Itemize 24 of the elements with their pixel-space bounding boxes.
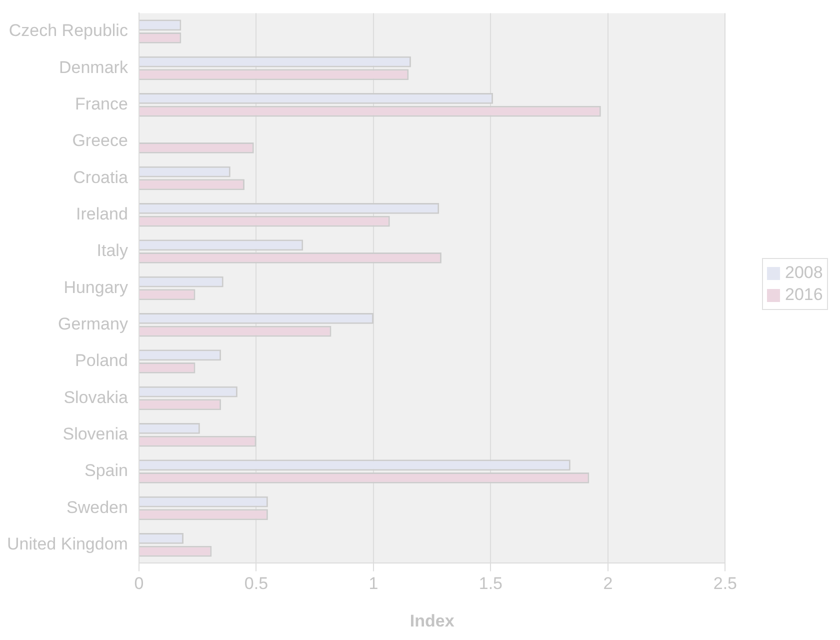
y-tick-label: Germany — [58, 314, 128, 334]
y-tick-label: Sweden — [66, 498, 128, 517]
y-tick-label: Slovenia — [62, 424, 128, 444]
x-tick-label: 0.5 — [244, 574, 268, 594]
x-tick-label: 2 — [603, 574, 613, 594]
y-tick-label: Poland — [75, 351, 128, 370]
y-tick-label: Italy — [96, 241, 128, 260]
y-tick-label: Spain — [84, 461, 128, 480]
y-tick-label: Greece — [72, 131, 128, 150]
legend-label: 2008 — [785, 262, 823, 284]
legend-label: 2016 — [785, 284, 823, 306]
y-tick-label: Czech Republic — [8, 21, 128, 40]
y-tick-label: Hungary — [64, 278, 128, 297]
x-axis-title: Index — [410, 611, 455, 630]
x-tick-label: 2.5 — [713, 574, 738, 594]
y-tick-label: Ireland — [76, 204, 128, 224]
y-tick-label: Croatia — [73, 168, 128, 187]
x-tick-label: 1.5 — [478, 574, 503, 594]
y-tick-label: France — [75, 94, 128, 114]
y-tick-label: Denmark — [58, 58, 128, 77]
x-tick-label: 0 — [134, 574, 144, 594]
y-tick-label: United Kingdom — [6, 534, 128, 554]
x-tick-label: 1 — [368, 574, 378, 594]
y-tick-label: Slovakia — [64, 388, 128, 407]
